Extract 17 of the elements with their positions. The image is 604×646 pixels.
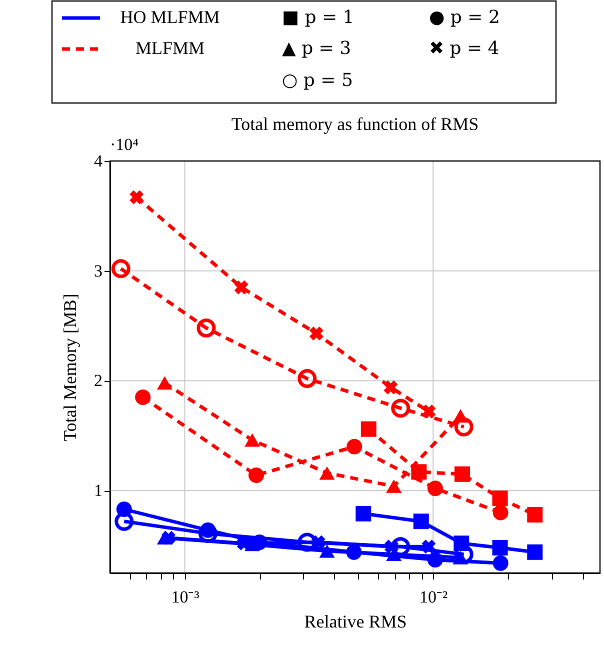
text: ▲ p = 3 (282, 38, 352, 59)
legend-label: MLFMM (135, 38, 205, 58)
y-tick-label: 2 (94, 371, 102, 390)
text: ○ p = 5 (282, 70, 353, 91)
x-axis-title: Relative RMS (304, 612, 407, 632)
y-tick-label: 4 (94, 152, 103, 170)
y-tick-label: 3 (94, 261, 102, 280)
y-axis-title: Total Memory [MB] (60, 294, 80, 442)
text: ■ p = 1 (282, 7, 354, 28)
x-tick-label: 10⁻³ (171, 588, 200, 606)
y-tick-label: 1 (94, 481, 102, 500)
legend-label: HO MLFMM (120, 7, 220, 27)
chart-title: Total memory as function of RMS (231, 114, 479, 134)
text: ·10⁴ (110, 135, 139, 154)
text: ✖ p = 4 (429, 38, 500, 59)
text: ● p = 2 (429, 7, 500, 28)
x-tick-label: 10⁻² (420, 588, 448, 606)
